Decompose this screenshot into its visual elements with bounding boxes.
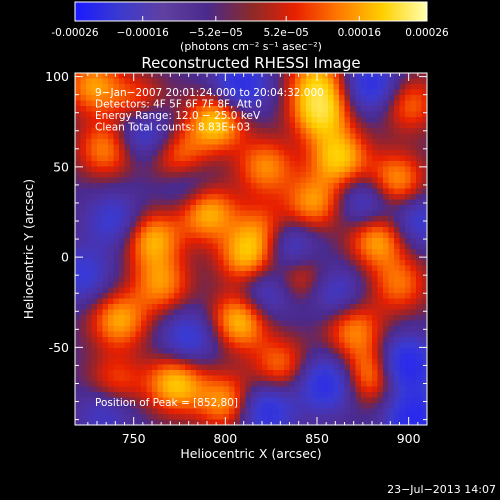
y-tick-label: 100 xyxy=(45,69,69,84)
chart-title: Reconstructed RHESSI Image xyxy=(141,54,360,72)
colorbar xyxy=(75,2,427,21)
footer-timestamp: 23−Jul−2013 14:07 xyxy=(387,483,496,496)
colorbar-tick-label: 0.00016 xyxy=(338,27,382,39)
annotation-line: Energy Range: 12.0 − 25.0 keV xyxy=(95,110,261,122)
colorbar-tick-label: −5.2e−05 xyxy=(189,27,243,39)
y-tick-label: 50 xyxy=(53,159,69,174)
x-tick-label: 900 xyxy=(397,431,421,446)
annotation-line: 9−Jan−2007 20:01:24.000 to 20:04:32.000 xyxy=(95,87,324,99)
colorbar-tick-label: −0.00016 xyxy=(117,27,170,39)
colorbar-tick-label: 5.2e−05 xyxy=(264,27,309,39)
plot-frame xyxy=(74,72,428,426)
colorbar-ticks: -0.00026 −0.00016 −5.2e−05 5.2e−05 0.00016 0.… xyxy=(51,16,449,39)
colorbar-tick-label: -0.00026 xyxy=(51,27,99,39)
y-tick-label: -50 xyxy=(49,340,69,355)
colorbar-tick-label: 0.00026 xyxy=(405,27,449,39)
x-tick-label: 800 xyxy=(213,431,237,446)
peak-position-text: Position of Peak = [852,80] xyxy=(95,397,238,409)
x-axis-label: Heliocentric X (arcsec) xyxy=(180,446,321,461)
annotation-line: Detectors: 4F 5F 6F 7F 8F, Att 0 xyxy=(95,99,262,111)
heatmap-image xyxy=(75,73,427,425)
x-tick-label: 850 xyxy=(305,431,329,446)
annotation-line: Clean Total counts: 8.83E+03 xyxy=(95,122,250,134)
y-axis-label: Heliocentric Y (arcsec) xyxy=(21,179,36,319)
annotation-block: 9−Jan−2007 20:01:24.000 to 20:04:32.000D… xyxy=(95,87,324,134)
y-tick-label: 0 xyxy=(61,250,69,265)
x-tick-label: 750 xyxy=(122,431,146,446)
axis-ticks: 750 800 850 900 -50 0 50 100 xyxy=(45,69,427,446)
colorbar-frame xyxy=(74,1,428,22)
colorbar-unit-label: (photons cm⁻² s⁻¹ asec⁻²) xyxy=(180,40,322,53)
